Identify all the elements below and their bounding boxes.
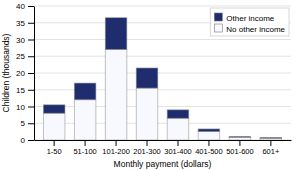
grid-line — [34, 56, 291, 57]
y-tick-mark — [28, 56, 34, 57]
y-tick: 0 — [21, 136, 34, 145]
x-tick-mark — [147, 140, 148, 146]
y-axis-title: Children (thousands) — [1, 33, 11, 112]
legend-swatch — [214, 24, 222, 32]
y-axis-line — [34, 7, 35, 141]
x-tick: 401-500 — [195, 140, 223, 156]
x-tick: 1-50 — [47, 140, 62, 156]
y-tick-mark — [28, 123, 34, 124]
grid-line — [34, 6, 291, 7]
x-tick-mark — [85, 140, 86, 146]
bar — [198, 129, 220, 132]
y-axis: 0 5 10 15 20 25 30 35 40 — [16, 2, 34, 145]
y-tick: 30 — [16, 36, 34, 45]
y-tick-label: 5 — [21, 119, 26, 128]
y-tick-label: 35 — [16, 19, 25, 28]
bar — [74, 100, 96, 140]
grid-line — [34, 89, 291, 90]
y-tick: 40 — [16, 2, 34, 11]
y-tick: 5 — [21, 119, 34, 128]
y-tick: 25 — [16, 52, 34, 61]
y-tick-mark — [28, 6, 34, 7]
x-tick: 51-100 — [73, 140, 96, 156]
y-tick-label: 15 — [16, 86, 25, 95]
grid-line — [34, 73, 291, 74]
y-tick-label: 25 — [16, 52, 25, 61]
x-tick-label: 401-500 — [195, 147, 223, 156]
bar — [229, 136, 251, 137]
y-tick: 15 — [16, 86, 34, 95]
x-axis: 1-50 51-100 101-200201-300301-400401-50050… — [35, 140, 292, 156]
plot: 1-5051-100101-200201-300301-400401-50050… — [16, 2, 291, 156]
x-tick-label: 301-400 — [164, 147, 192, 156]
y-tick-mark — [28, 140, 34, 141]
bar — [105, 50, 127, 140]
x-tick-label: 201-300 — [133, 147, 161, 156]
legend-label: No other income — [226, 25, 285, 34]
x-tick-mark — [270, 140, 271, 146]
grid-line — [34, 39, 291, 40]
x-axis-title: Monthly payment (dollars) — [114, 159, 212, 169]
x-tick: 301-400 — [164, 140, 192, 156]
bar — [105, 18, 127, 50]
x-tick-label: 601+ — [262, 147, 280, 156]
x-tick-mark — [208, 140, 209, 146]
x-tick: 201-300 — [133, 140, 161, 156]
x-tick-label: 501-600 — [226, 147, 254, 156]
legend-swatch — [214, 13, 222, 21]
x-tick: 601+ — [262, 140, 280, 156]
x-tick-mark — [116, 140, 117, 146]
grid-line — [34, 140, 291, 141]
chart: 1-5051-100101-200201-300301-400401-50050… — [0, 0, 297, 170]
bar — [136, 88, 158, 140]
y-tick-mark — [28, 23, 34, 24]
bar — [198, 132, 220, 140]
grid-line — [34, 106, 291, 107]
y-tick-label: 40 — [16, 2, 25, 11]
bar — [43, 113, 65, 140]
y-tick-mark — [28, 107, 34, 108]
x-tick-mark — [177, 140, 178, 146]
legend-label: Other income — [226, 14, 275, 23]
bar — [260, 137, 282, 138]
x-axis-line — [35, 140, 292, 141]
y-tick: 20 — [16, 69, 34, 78]
x-tick-label: 1-50 — [47, 147, 62, 156]
y-tick-mark — [28, 73, 34, 74]
x-tick: 101-200 — [102, 140, 130, 156]
y-tick-mark — [28, 90, 34, 91]
grid — [34, 6, 291, 140]
x-tick-mark — [54, 140, 55, 146]
x-tick-label: 51-100 — [73, 147, 96, 156]
y-tick-label: 10 — [16, 103, 25, 112]
y-tick-mark — [28, 40, 34, 41]
y-tick: 10 — [16, 103, 34, 112]
legend: Other income No other income — [210, 8, 289, 36]
x-tick-label: 101-200 — [102, 147, 130, 156]
bar — [43, 105, 65, 113]
bar — [229, 137, 251, 140]
bar — [136, 68, 158, 88]
x-tick-mark — [239, 140, 240, 146]
bar — [167, 118, 189, 140]
bar — [74, 83, 96, 100]
y-tick-label: 20 — [16, 69, 25, 78]
y-tick-label: 30 — [16, 36, 25, 45]
y-tick: 35 — [16, 19, 34, 28]
bar — [167, 110, 189, 118]
x-tick: 501-600 — [226, 140, 254, 156]
legend-box — [210, 8, 289, 36]
y-tick-label: 0 — [21, 136, 26, 145]
grid-line — [34, 123, 291, 124]
